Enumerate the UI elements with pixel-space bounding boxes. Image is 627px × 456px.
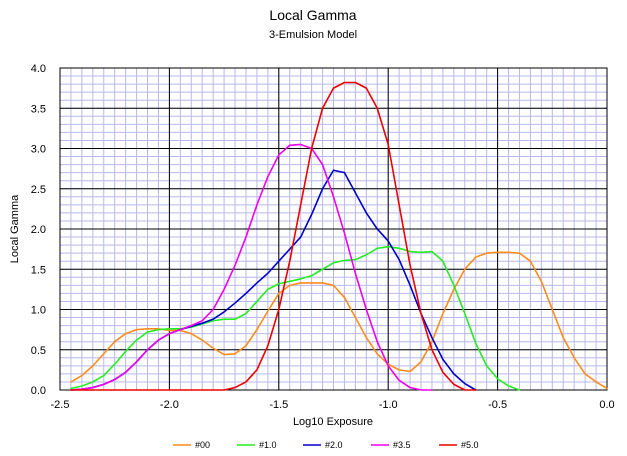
- y-axis-label: Local Gamma: [9, 194, 21, 263]
- x-tick-label: -1.0: [379, 399, 398, 411]
- y-tick-label: 2.0: [31, 224, 46, 236]
- x-tick-label: -2.0: [160, 399, 179, 411]
- legend-label: #00: [195, 440, 210, 450]
- series-lines: [70, 81, 608, 391]
- legend: #00 #1.0 #2.0 #3.5 #5.0: [173, 440, 479, 450]
- series-line-00: [70, 251, 608, 390]
- x-axis-label: Log10 Exposure: [293, 416, 373, 428]
- y-tick-label: 0.5: [31, 345, 46, 357]
- chart-subtitle: 3-Emulsion Model: [269, 29, 357, 41]
- series-line-20: [70, 169, 477, 391]
- legend-label: #3.5: [393, 440, 411, 450]
- y-tick-label: 1.0: [31, 305, 46, 317]
- legend-label: #1.0: [259, 440, 277, 450]
- plot-area-frame: [59, 67, 608, 391]
- series-line-10: [70, 245, 521, 391]
- x-tick-label: -2.5: [51, 399, 70, 411]
- y-tick-label: 3.5: [31, 103, 46, 115]
- x-tick-label: -0.5: [488, 399, 507, 411]
- y-tick-label: 2.5: [31, 184, 46, 196]
- chart-title: Local Gamma: [269, 7, 356, 23]
- x-tick-label: -1.5: [269, 399, 288, 411]
- y-tick-label: 1.5: [31, 264, 46, 276]
- y-axis-tick-labels: 0.0 0.5 1.0 1.5 2.0 2.5 3.0 3.5 4.0: [31, 63, 46, 397]
- x-tick-label: 0.0: [599, 399, 614, 411]
- y-tick-label: 3.0: [31, 144, 46, 156]
- x-axis-tick-labels: -2.5 -2.0 -1.5 -1.0 -0.5 0.0: [51, 399, 615, 411]
- y-tick-label: 4.0: [31, 63, 46, 75]
- legend-label: #2.0: [325, 440, 343, 450]
- y-tick-label: 0.0: [31, 385, 46, 397]
- series-line-50: [70, 81, 477, 391]
- legend-label: #5.0: [461, 440, 479, 450]
- series-line-35: [70, 143, 433, 391]
